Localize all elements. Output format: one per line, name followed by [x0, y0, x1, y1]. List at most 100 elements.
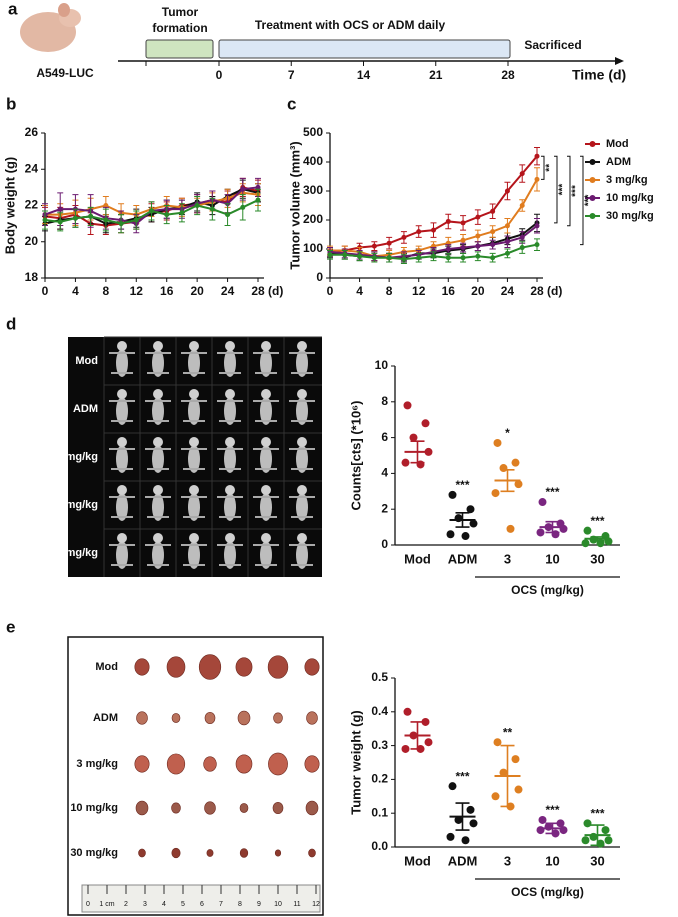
point	[103, 203, 109, 208]
mouse-head	[153, 485, 163, 495]
x-unit: (d)	[268, 284, 283, 298]
point	[431, 253, 436, 259]
tumor	[267, 655, 289, 679]
imaging-row-label: 10 mg/kg	[50, 499, 98, 511]
data-point	[401, 744, 410, 753]
mouse-body	[260, 397, 272, 425]
ruler-label: 9	[257, 901, 261, 908]
y-tick-label: 300	[303, 183, 323, 197]
tumor	[138, 848, 146, 858]
data-point	[538, 498, 547, 507]
imaging-row-label: 3 mg/kg	[56, 451, 98, 463]
y-tick-label: 500	[303, 125, 323, 139]
data-point	[469, 519, 478, 528]
point	[445, 255, 451, 261]
y-axis-label: Tumor volume (mm³)	[287, 141, 302, 269]
x-tick-label: 28	[530, 284, 544, 298]
photo-row-label: 30 mg/kg	[70, 847, 118, 859]
mouse-head	[189, 389, 199, 399]
data-point	[461, 836, 470, 845]
error-bar	[410, 440, 425, 464]
data-point	[589, 832, 598, 841]
tumor	[206, 849, 214, 857]
mouse-body	[260, 541, 272, 569]
mouse-limbs	[181, 352, 207, 374]
error-bar	[545, 822, 560, 835]
mouse-body	[116, 349, 128, 377]
mouse-limbs	[253, 352, 279, 374]
x-tick-label: 20	[471, 284, 485, 298]
data-point	[559, 826, 568, 835]
data-point	[511, 458, 520, 467]
tumor	[304, 755, 320, 773]
mouse-limbs	[181, 496, 207, 518]
mouse-limbs	[145, 400, 171, 422]
significance-label: ***	[455, 769, 469, 783]
mouse-limbs	[253, 496, 279, 518]
error-bar	[455, 802, 470, 831]
mouse-head	[189, 437, 199, 447]
point	[149, 208, 154, 214]
y-tick-label: 26	[25, 125, 39, 139]
point	[255, 184, 261, 190]
point	[255, 197, 261, 203]
mouse-limbs	[109, 496, 135, 518]
mouse-head	[261, 533, 271, 543]
imaging-row-label: ADM	[73, 403, 98, 415]
y-tick-label: 0.5	[371, 670, 388, 684]
mouse-head	[297, 389, 307, 399]
mouse-body	[296, 397, 308, 425]
legend-marker	[589, 177, 596, 183]
treatment-label: Treatment with OCS or ADM daily	[255, 18, 446, 32]
mouse-limbs	[217, 448, 243, 470]
mouse-head	[225, 389, 235, 399]
mouse-head	[261, 341, 271, 351]
point	[164, 212, 170, 218]
significance-label: ***	[590, 514, 604, 528]
y-tick-label: 20	[25, 234, 39, 248]
ruler-label: 1 cm	[99, 901, 114, 908]
point	[118, 221, 124, 227]
mouse-head	[225, 485, 235, 495]
data-point	[514, 785, 523, 794]
point	[72, 215, 78, 221]
x-tick-label: Mod	[404, 551, 431, 566]
panel-label: c	[287, 94, 296, 113]
mouse-head	[189, 533, 199, 543]
mouse-body	[116, 445, 128, 473]
ruler	[81, 884, 321, 913]
tumor	[237, 710, 251, 726]
y-tick-label: 2	[381, 501, 388, 515]
mouse-body	[188, 349, 200, 377]
data-point	[583, 526, 592, 535]
x-tick-label: 3	[504, 551, 511, 566]
time-tick-label: 14	[357, 68, 371, 82]
legend-label: 3 mg/kg	[606, 174, 648, 186]
x-tick-label: 4	[356, 284, 363, 298]
tumor	[135, 800, 149, 816]
legend-marker	[589, 159, 596, 165]
error-bar	[500, 469, 515, 493]
point	[327, 252, 333, 258]
mouse-head	[297, 341, 307, 351]
data-point	[469, 819, 478, 828]
point	[490, 255, 496, 261]
data-point	[424, 738, 433, 747]
tumor-photo	[67, 636, 324, 916]
arrow-head	[615, 57, 624, 65]
mouse-body	[152, 397, 164, 425]
time-tick-label: 21	[429, 68, 443, 82]
mouse-limbs	[253, 400, 279, 422]
mouse-body	[260, 349, 272, 377]
mouse-limbs	[109, 400, 135, 422]
significance-label: ***	[455, 478, 469, 492]
point	[357, 253, 363, 259]
panel-label: e	[6, 617, 15, 636]
model-label: A549-LUC	[36, 66, 94, 80]
time-tick-label: 28	[501, 68, 515, 82]
y-tick-label: 8	[381, 394, 388, 408]
tumor	[171, 713, 181, 723]
tumor	[239, 848, 249, 858]
ruler-label: 2	[124, 901, 128, 908]
